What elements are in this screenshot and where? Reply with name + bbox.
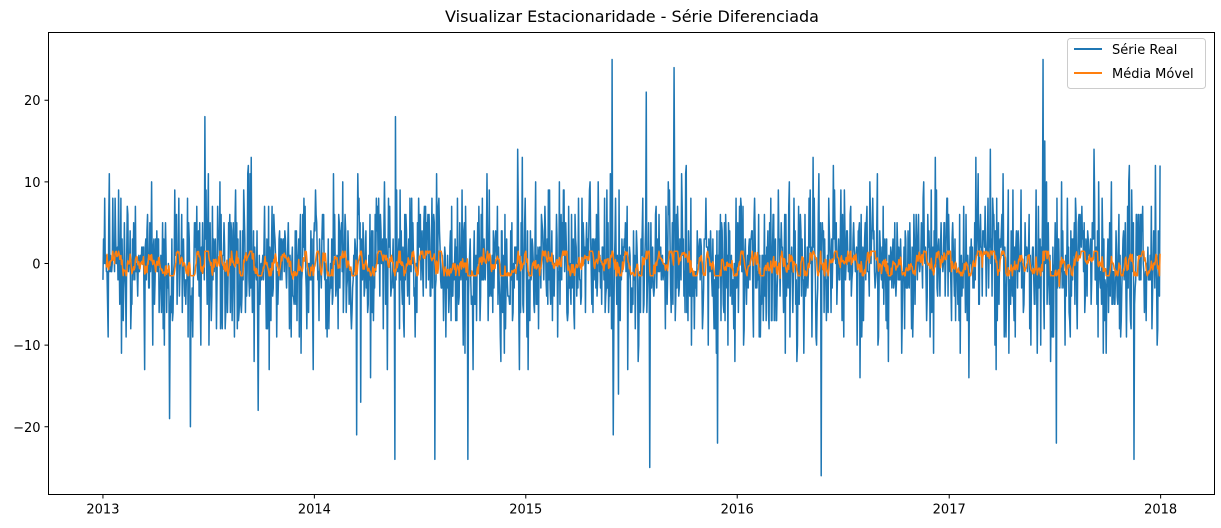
y-tick-label-0: 0 <box>32 258 40 273</box>
series-line-media-movel <box>105 248 1161 288</box>
y-axis: −20 −10 0 10 20 <box>13 94 49 436</box>
x-tick-label-2015: 2015 <box>509 503 542 518</box>
x-tick-label-2018: 2018 <box>1144 503 1177 518</box>
series-line-serie-real <box>102 58 1161 477</box>
x-tick-label-2013: 2013 <box>86 503 119 518</box>
y-tick-label--20: −20 <box>13 421 40 436</box>
legend-label-serie-real: Série Real <box>1112 43 1177 58</box>
y-tick-label-10: 10 <box>24 176 41 191</box>
x-tick-label-2014: 2014 <box>298 503 331 518</box>
y-tick-label--10: −10 <box>13 339 40 354</box>
series-layer <box>102 58 1161 477</box>
legend: Série Real Média Móvel <box>1067 38 1206 89</box>
x-axis: 2013 2014 2015 2016 2017 2018 <box>86 494 1177 518</box>
legend-box <box>1067 38 1206 89</box>
x-tick-label-2017: 2017 <box>933 503 966 518</box>
x-tick-label-2016: 2016 <box>721 503 754 518</box>
y-tick-label-20: 20 <box>24 94 41 109</box>
chart-title: Visualizar Estacionaridade - Série Difer… <box>445 7 819 26</box>
legend-label-media-movel: Média Móvel <box>1112 67 1194 82</box>
